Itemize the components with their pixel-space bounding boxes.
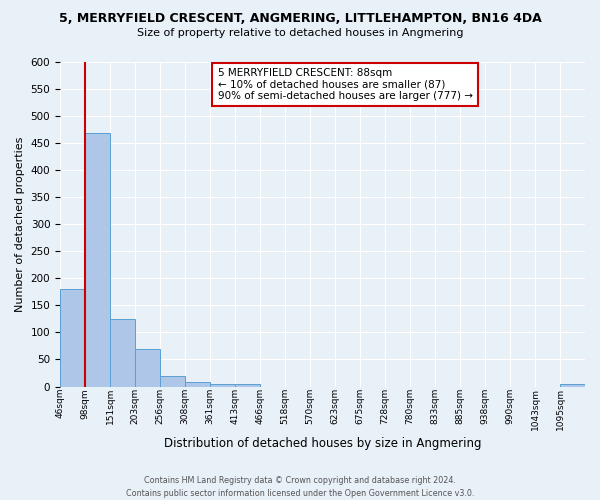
Bar bbox=[185, 382, 210, 386]
Text: 5, MERRYFIELD CRESCENT, ANGMERING, LITTLEHAMPTON, BN16 4DA: 5, MERRYFIELD CRESCENT, ANGMERING, LITTL… bbox=[59, 12, 541, 26]
Bar bbox=[60, 289, 85, 386]
Text: Contains HM Land Registry data © Crown copyright and database right 2024.
Contai: Contains HM Land Registry data © Crown c… bbox=[126, 476, 474, 498]
Y-axis label: Number of detached properties: Number of detached properties bbox=[15, 136, 25, 312]
Bar bbox=[235, 384, 260, 386]
Bar bbox=[210, 384, 235, 386]
Bar bbox=[85, 133, 110, 386]
Bar bbox=[560, 384, 585, 386]
Bar bbox=[160, 376, 185, 386]
Text: 5 MERRYFIELD CRESCENT: 88sqm
← 10% of detached houses are smaller (87)
90% of se: 5 MERRYFIELD CRESCENT: 88sqm ← 10% of de… bbox=[218, 68, 473, 101]
Text: Size of property relative to detached houses in Angmering: Size of property relative to detached ho… bbox=[137, 28, 463, 38]
X-axis label: Distribution of detached houses by size in Angmering: Distribution of detached houses by size … bbox=[164, 437, 481, 450]
Bar bbox=[110, 319, 135, 386]
Bar bbox=[135, 348, 160, 387]
